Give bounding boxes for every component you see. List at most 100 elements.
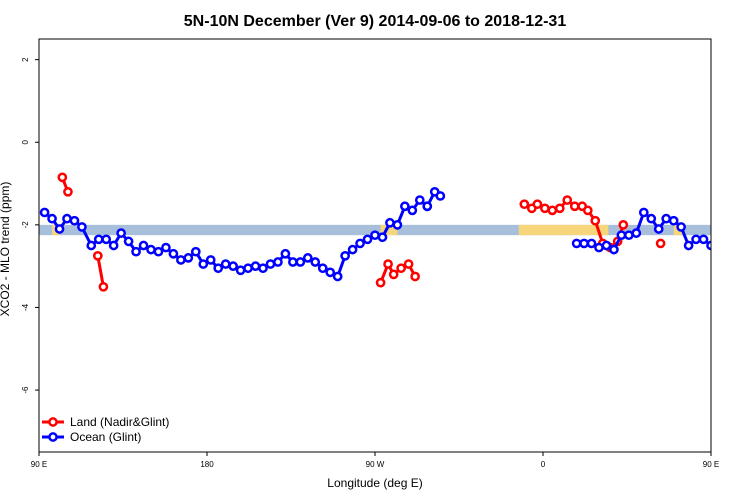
ocean-data-point xyxy=(745,246,750,253)
ocean-data-point xyxy=(730,248,737,255)
land-data-point xyxy=(569,201,580,212)
land-data-point xyxy=(730,174,737,181)
land-data-point xyxy=(562,195,573,205)
ocean-data-point xyxy=(609,244,619,255)
ocean-data-point xyxy=(698,234,709,245)
ocean-data-point xyxy=(198,259,209,269)
ocean-data-point xyxy=(250,261,261,271)
ocean-data-point xyxy=(69,215,80,226)
ocean-data-point xyxy=(722,238,729,245)
x-tick-label: 180 xyxy=(200,460,214,469)
y-tick-label: -2 xyxy=(21,221,30,229)
ocean-data-point xyxy=(62,213,72,224)
ocean-data-point xyxy=(243,263,253,274)
land-band-segment xyxy=(745,225,750,235)
ocean-data-point xyxy=(168,248,179,259)
ocean-data-point xyxy=(176,255,186,265)
ocean-data-point xyxy=(77,222,87,232)
ocean-data-point xyxy=(668,215,679,226)
ocean-data-point xyxy=(594,242,604,253)
ocean-data-point xyxy=(638,207,649,218)
land-data-point xyxy=(540,203,550,214)
ocean-data-point xyxy=(601,240,612,251)
x-tick-label: 90 E xyxy=(31,460,47,469)
ocean-data-point xyxy=(265,259,276,269)
ocean-data-point xyxy=(586,238,597,249)
land-band-segment xyxy=(518,224,609,236)
ocean-data-point xyxy=(108,240,119,251)
y-tick-label: -6 xyxy=(21,386,30,394)
ocean-data-point xyxy=(295,257,306,267)
ocean-data-point xyxy=(220,259,231,269)
ocean-data-point xyxy=(616,230,627,241)
y-tick-label: 2 xyxy=(21,57,30,62)
ocean-data-point xyxy=(407,205,418,216)
ocean-data-point xyxy=(47,213,57,224)
ocean-data-point xyxy=(347,244,358,255)
ocean-data-point xyxy=(362,234,373,245)
ocean-band xyxy=(39,224,711,236)
land-data-point xyxy=(92,250,103,261)
ocean-data-point xyxy=(571,238,582,249)
ocean-data-point xyxy=(646,213,657,224)
land-data-point xyxy=(396,263,406,274)
ocean-data-point xyxy=(213,263,224,274)
legend-land-label: Land (Nadir&Glint) xyxy=(70,415,169,429)
ocean-data-point xyxy=(392,220,403,230)
ocean-data-point xyxy=(205,255,216,265)
land-series-line xyxy=(96,255,105,288)
ocean-data-point xyxy=(435,191,446,201)
ocean-data-point xyxy=(332,271,343,282)
land-data-point xyxy=(582,205,593,216)
land-data-point xyxy=(655,238,666,249)
ocean-data-point xyxy=(302,253,313,263)
land-data-point xyxy=(590,215,601,226)
ocean-data-point xyxy=(54,224,65,234)
ocean-data-point xyxy=(116,228,126,238)
ocean-data-point xyxy=(400,201,410,212)
land-data-point xyxy=(554,203,565,214)
land-data-point xyxy=(547,205,558,216)
land-data-point xyxy=(63,186,73,197)
land-data-point xyxy=(388,269,399,280)
land-data-point xyxy=(519,199,530,210)
ocean-data-point xyxy=(183,253,194,263)
ocean-data-point xyxy=(93,234,104,245)
ocean-data-point xyxy=(340,250,350,261)
ocean-data-point xyxy=(86,240,97,251)
x-axis: 90 E 180 90 W 0 90 E xyxy=(31,452,719,469)
ocean-data-point xyxy=(228,261,238,271)
ocean-data-point xyxy=(737,242,744,249)
ocean-data-point xyxy=(39,207,50,218)
land-data-point xyxy=(383,259,393,269)
ocean-data-point xyxy=(280,248,291,259)
ocean-data-point xyxy=(355,238,365,249)
ocean-data-point xyxy=(190,246,201,257)
ocean-data-point xyxy=(131,246,141,257)
ocean-data-point xyxy=(123,236,134,247)
land-data-point xyxy=(532,199,543,210)
ocean-data-point xyxy=(138,240,149,251)
ocean-data-point xyxy=(153,246,164,257)
land-data-point xyxy=(403,259,414,269)
y-axis-label: XCO2 - MLO trend (ppm) xyxy=(0,182,12,317)
x-tick-label: 90 E xyxy=(703,460,719,469)
ocean-data-point xyxy=(146,244,156,255)
ocean-data-point xyxy=(422,201,433,212)
legend-ocean-label: Ocean (Glint) xyxy=(70,430,141,444)
land-data-point xyxy=(375,277,386,288)
legend-ocean-marker xyxy=(48,432,58,442)
ocean-data-point xyxy=(258,263,268,274)
ocean-data-point xyxy=(579,238,589,249)
ocean-data-point xyxy=(653,224,664,234)
ocean-data-point xyxy=(683,240,694,251)
y-tick-label: -4 xyxy=(21,303,30,311)
y-tick-label: 0 xyxy=(21,139,30,144)
ocean-data-point xyxy=(631,228,642,238)
land-data-point xyxy=(410,271,420,282)
land-data-point xyxy=(618,220,629,230)
ocean-data-point xyxy=(715,230,722,237)
ocean-data-point xyxy=(273,257,283,267)
y-axis: 2 0 -2 -4 -6 xyxy=(21,57,39,394)
x-tick-label: 0 xyxy=(541,460,546,469)
